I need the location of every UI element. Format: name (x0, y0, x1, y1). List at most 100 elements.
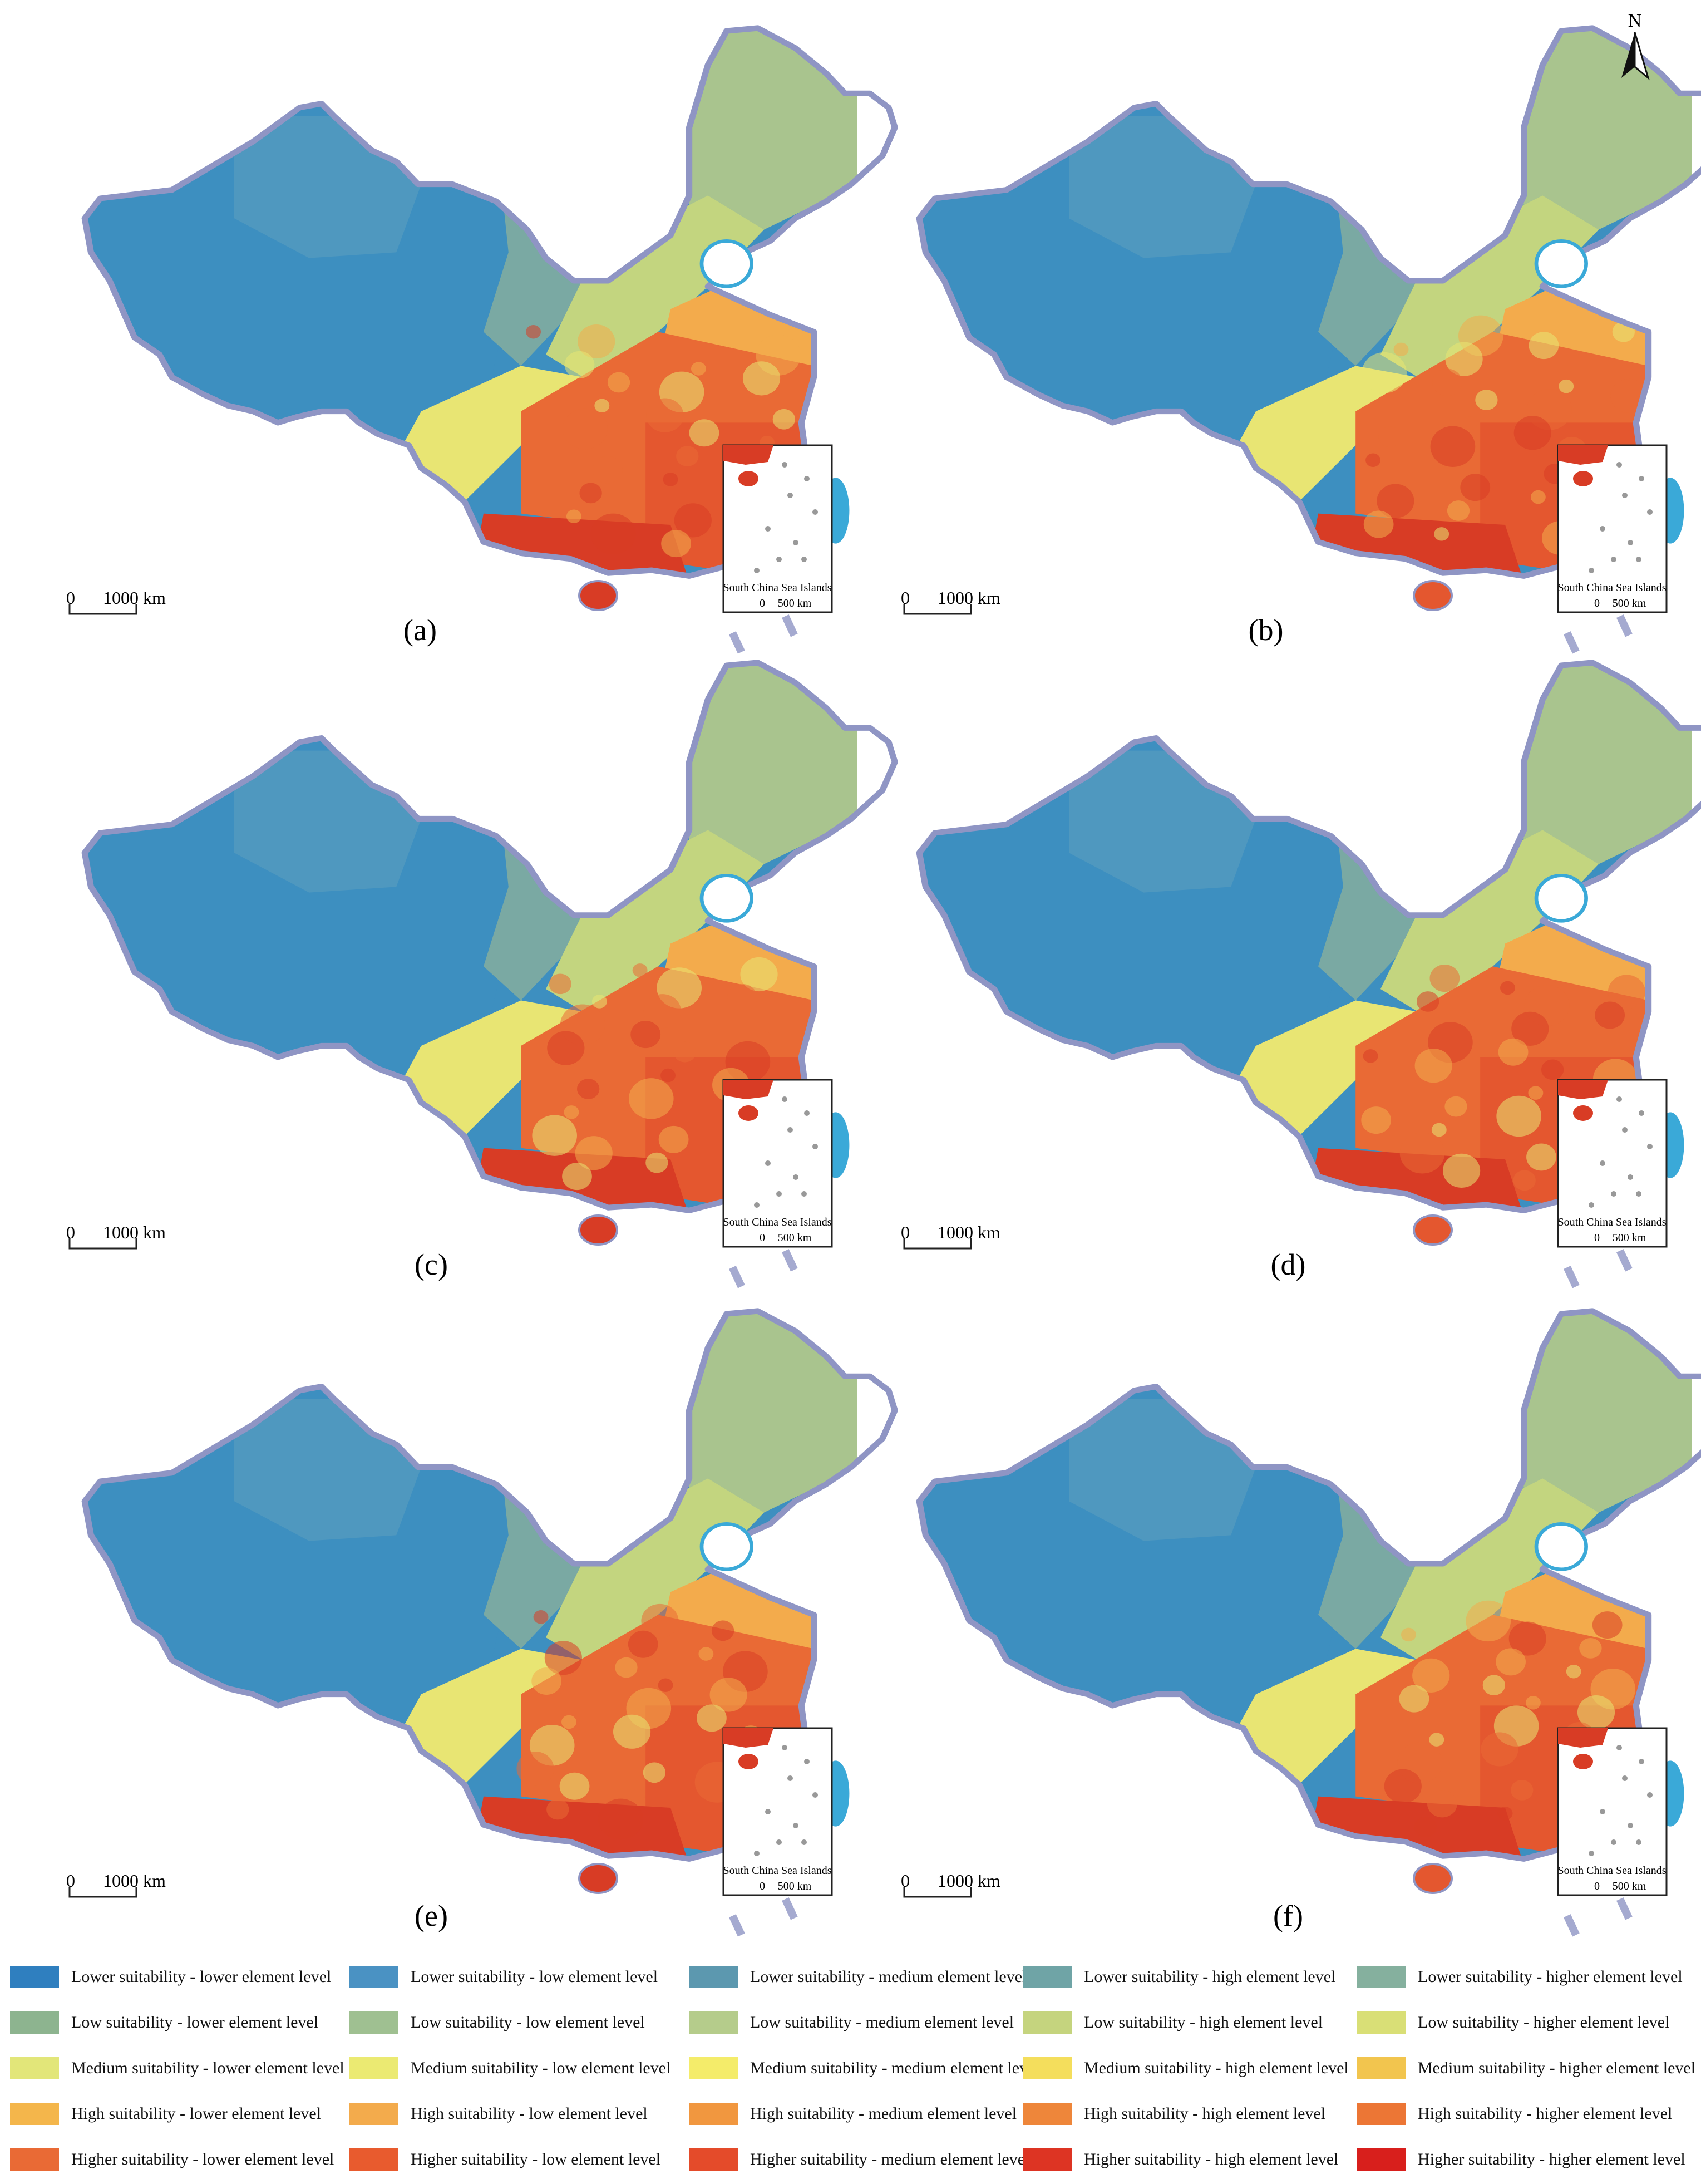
legend-item: High suitability - low element level (349, 2097, 648, 2131)
legend-label: Low suitability - lower element level (71, 2013, 319, 2031)
legend-label: Higher suitability - lower element level (71, 2150, 334, 2168)
legend-item: Medium suitability - higher element leve… (1357, 2052, 1695, 2085)
legend-swatch (349, 2011, 398, 2034)
legend-label: Medium suitability - high element level (1084, 2059, 1349, 2077)
legend-label: Medium suitability - low element level (411, 2059, 671, 2077)
bohai-sea-b (1534, 239, 1588, 288)
inset-title-b: South China Sea Islands (1558, 582, 1667, 594)
scale-zero-b: 0 (901, 588, 910, 608)
legend-swatch (10, 1966, 59, 1988)
legend-item: Higher suitability - high element level (1023, 2143, 1338, 2176)
legend-label: Higher suitability - high element level (1084, 2150, 1339, 2168)
region-central-north-f (1380, 1478, 1599, 1660)
legend-swatch (689, 2011, 738, 2034)
legend-swatch (1357, 2011, 1406, 2034)
scale-label-d: 1000 km (938, 1222, 1000, 1242)
map-panel-e: South China Sea Islands 0 500 km 0 1000 km (66, 1297, 895, 1937)
legend-swatch (1023, 2011, 1072, 2034)
region-northeast-a (683, 28, 858, 230)
hainan-a (578, 580, 618, 611)
inset-map-b: South China Sea Islands 0 500 km (1557, 444, 1668, 613)
north-arrow: N (1621, 11, 1650, 81)
scale-bar-c: 0 1000 km (66, 1222, 166, 1250)
legend-swatch (10, 2148, 59, 2171)
inset-title-d: South China Sea Islands (1558, 1216, 1667, 1228)
legend-item: Medium suitability - low element level (349, 2052, 670, 2085)
scale-label-e: 1000 km (103, 1871, 166, 1891)
panel-label-e: (e) (415, 1899, 448, 1932)
inset-map-d: South China Sea Islands 0 500 km (1557, 1079, 1668, 1248)
inset-scale-zero-d: 0 (1594, 1232, 1600, 1244)
map-panel-b: South China Sea Islands 0 500 km 0 1000 km (901, 14, 1701, 654)
hainan-d (1413, 1214, 1453, 1246)
legend-item: Lower suitability - low element level (349, 1960, 658, 1994)
legend-item: Lower suitability - high element level (1023, 1960, 1335, 1994)
inset-title-e: South China Sea Islands (723, 1865, 832, 1877)
inset-scale-distance-f: 500 km (1613, 1880, 1646, 1892)
legend-item: Higher suitability - lower element level (10, 2143, 334, 2176)
legend-label: Lower suitability - medium element level (750, 1967, 1027, 1986)
legend-label: Low suitability - high element level (1084, 2013, 1323, 2031)
bohai-sea-f (1534, 1522, 1588, 1571)
legend-label: High suitability - medium element level (750, 2104, 1017, 2123)
legend-label: Medium suitability - lower element level (71, 2059, 344, 2077)
legend-swatch (10, 2011, 59, 2034)
region-central-north-b (1380, 195, 1599, 377)
region-central-north-d (1380, 830, 1599, 1012)
scale-label-a: 1000 km (103, 588, 166, 608)
map-panel-f: South China Sea Islands 0 500 km 0 1000 km (901, 1297, 1701, 1937)
legend-swatch (10, 2057, 59, 2079)
inset-map-f: South China Sea Islands 0 500 km (1557, 1727, 1668, 1896)
hainan-c (578, 1214, 618, 1246)
legend-swatch (689, 2148, 738, 2171)
legend-swatch (1023, 2148, 1072, 2171)
legend-label: Low suitability - higher element level (1418, 2013, 1670, 2031)
legend-item: Medium suitability - high element level (1023, 2052, 1349, 2085)
legend-item: Low suitability - medium element level (689, 2006, 1014, 2039)
region-northeast-c (683, 662, 858, 864)
legend-item: Higher suitability - medium element leve… (689, 2143, 1029, 2176)
hainan-b (1413, 580, 1453, 611)
region-northeast-f (1517, 1311, 1693, 1513)
panel-label-b: (b) (1249, 613, 1284, 647)
legend-item: Low suitability - high element level (1023, 2006, 1323, 2039)
legend-item: Higher suitability - higher element leve… (1357, 2143, 1685, 2176)
legend-label: High suitability - low element level (411, 2104, 648, 2123)
inset-scale-distance-c: 500 km (778, 1232, 812, 1244)
legend-swatch (1023, 2057, 1072, 2079)
legend-item: Low suitability - low element level (349, 2006, 645, 2039)
panel-label-a: (a) (403, 613, 437, 647)
legend-swatch (349, 2148, 398, 2171)
scale-zero-f: 0 (901, 1871, 910, 1891)
inset-scale-distance-a: 500 km (778, 597, 812, 609)
scale-bar-d: 0 1000 km (901, 1222, 1000, 1250)
legend-label: Higher suitability - medium element leve… (750, 2150, 1030, 2168)
scale-zero-c: 0 (66, 1222, 75, 1242)
legend-swatch (1357, 2057, 1406, 2079)
scale-bar-f: 0 1000 km (901, 1871, 1000, 1898)
legend-item: Lower suitability - higher element level (1357, 1960, 1683, 1994)
legend-label: Higher suitability - higher element leve… (1418, 2150, 1685, 2168)
inset-scale-zero-a: 0 (760, 597, 765, 609)
inset-scale-zero-b: 0 (1594, 597, 1600, 609)
legend-label: Medium suitability - higher element leve… (1418, 2059, 1696, 2077)
legend-swatch (1023, 2103, 1072, 2125)
panel-label-d: (d) (1271, 1248, 1306, 1281)
inset-map-a: South China Sea Islands 0 500 km (722, 444, 833, 613)
legend-label: High suitability - lower element level (71, 2104, 322, 2123)
region-northeast-e (683, 1311, 858, 1513)
legend: Lower suitability - lower element level L… (0, 1948, 1701, 2184)
legend-swatch (10, 2103, 59, 2125)
map-panel-d: South China Sea Islands 0 500 km 0 1000 km (901, 648, 1701, 1288)
legend-label: Higher suitability - low element level (411, 2150, 661, 2168)
legend-swatch (349, 1966, 398, 1988)
scale-zero-e: 0 (66, 1871, 75, 1891)
scale-bar-a: 0 1000 km (66, 588, 166, 615)
map-panel-c: South China Sea Islands 0 500 km 0 1000 km (66, 648, 895, 1288)
legend-label: High suitability - higher element level (1418, 2104, 1673, 2123)
region-northeast-d (1517, 662, 1693, 864)
region-central-north-c (546, 830, 764, 1012)
inset-title-f: South China Sea Islands (1558, 1865, 1667, 1877)
scale-label-c: 1000 km (103, 1222, 166, 1242)
